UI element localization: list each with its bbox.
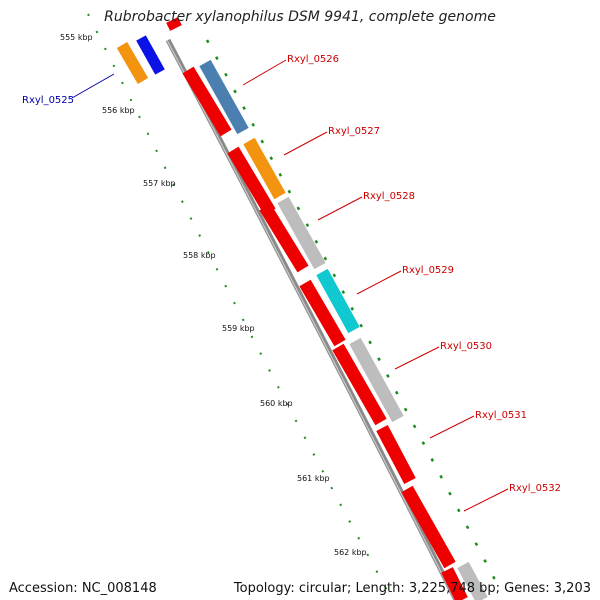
- gene-segment-top: [166, 17, 182, 31]
- leader-0525: [71, 73, 115, 99]
- gene-arrow-0530: [332, 343, 387, 426]
- gene-label[interactable]: Rxyl_0525: [22, 95, 74, 106]
- tick-label: 558 kbp: [183, 251, 216, 260]
- tick-label: 561 kbp: [297, 474, 330, 483]
- gene-label[interactable]: Rxyl_0529: [402, 265, 454, 276]
- gene-block-gray-3: [457, 561, 488, 600]
- tick-label: 555 kbp: [60, 33, 93, 42]
- backbone: [165, 38, 459, 600]
- leader-0530: [394, 346, 440, 370]
- backbone-shine: [166, 39, 456, 600]
- backbone-dots: [205, 39, 497, 581]
- tick-label: 557 kbp: [143, 179, 176, 188]
- gene-label[interactable]: Rxyl_0527: [328, 126, 380, 137]
- gene-label[interactable]: Rxyl_0526: [287, 54, 339, 65]
- genome-title: Rubrobacter xylanophilus DSM 9941, compl…: [104, 9, 496, 25]
- gene-block-orange-left: [116, 41, 149, 85]
- leader-0526: [242, 59, 287, 86]
- leader-0528: [317, 196, 363, 221]
- gene-label[interactable]: Rxyl_0531: [475, 410, 527, 421]
- gene-block-gray-1: [277, 196, 326, 270]
- gene-block-orange: [243, 137, 286, 200]
- gene-block-blue-left: [136, 35, 165, 75]
- topology-label: Topology: circular; Length: 3,225,748 bp…: [233, 581, 591, 596]
- gene-arrow-0529: [299, 279, 346, 347]
- tick-label: 560 kbp: [260, 399, 293, 408]
- gene-arrow-bottom: [441, 567, 468, 600]
- gene-arrow-0532: [401, 485, 456, 569]
- gene-block-gray-2: [349, 337, 404, 423]
- tick-label: 556 kbp: [102, 106, 135, 115]
- tick-label: 559 kbp: [222, 324, 255, 333]
- gene-label[interactable]: Rxyl_0528: [363, 191, 415, 202]
- leader-0527: [283, 131, 328, 156]
- tick-label: 562 kbp: [334, 548, 367, 557]
- gene-arrow-0528: [259, 203, 309, 273]
- gene-arrow-0526: [182, 66, 232, 137]
- leader-0531: [429, 415, 475, 439]
- gene-arrow-0527: [227, 146, 276, 216]
- gene-label[interactable]: Rxyl_0530: [440, 341, 492, 352]
- accession-label: Accession: NC_008148: [9, 581, 157, 596]
- gene-arrow-0531: [376, 424, 416, 485]
- gene-block-cyan: [316, 268, 360, 334]
- gene-block-steelblue: [199, 59, 249, 135]
- leader-0529: [356, 270, 402, 295]
- gene-label[interactable]: Rxyl_0532: [509, 483, 561, 494]
- leader-0532: [463, 488, 509, 512]
